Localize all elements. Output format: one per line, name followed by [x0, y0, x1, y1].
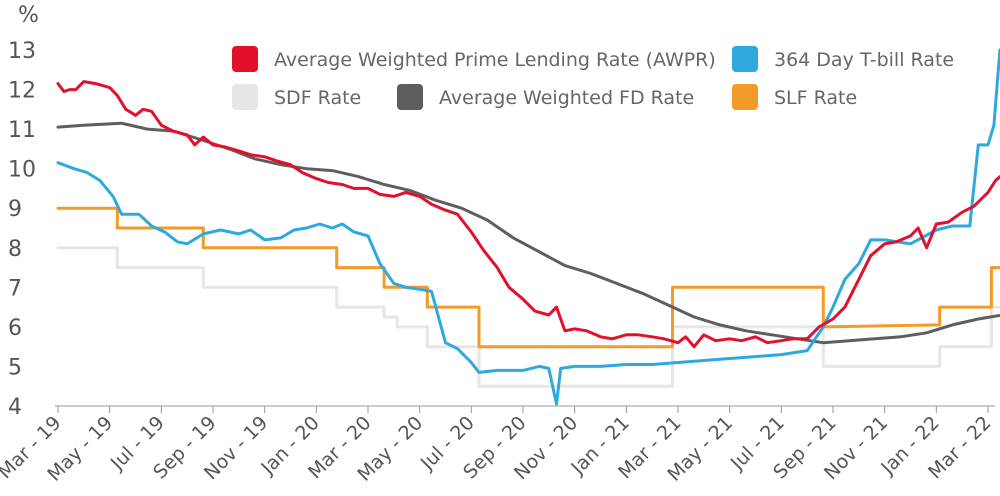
legend-swatch	[732, 46, 758, 72]
legend-label: 364 Day T-bill Rate	[774, 49, 954, 71]
series-line-average-weighted-fd-rate	[56, 121, 1000, 345]
y-tick-label: 10	[8, 158, 36, 183]
series-line-slf-rate	[56, 206, 1000, 349]
legend-item-sdf-rate: SDF Rate	[232, 84, 361, 110]
y-tick-label: 5	[8, 355, 22, 380]
y-tick-label: 7	[8, 276, 22, 301]
legend-swatch	[732, 84, 758, 110]
y-tick-label: 9	[8, 197, 22, 222]
legend-label: SDF Rate	[274, 87, 361, 109]
legend-item-average-weighted-prime-lending-rate-awpr: Average Weighted Prime Lending Rate (AWP…	[232, 46, 716, 72]
series-line-average-weighted-prime-lending-rate-awpr	[56, 80, 1000, 349]
y-tick-label: 4	[8, 395, 22, 420]
y-tick-label: 8	[8, 237, 22, 262]
y-axis-unit-label: %	[18, 3, 39, 28]
legend-swatch	[232, 84, 258, 110]
legend-label: Average Weighted FD Rate	[439, 87, 694, 109]
legend-item-average-weighted-fd-rate: Average Weighted FD Rate	[397, 84, 694, 110]
series-line-sdf-rate	[56, 246, 1000, 388]
legend-swatch	[232, 46, 258, 72]
y-tick-label: 11	[8, 118, 36, 143]
y-tick-label: 6	[8, 316, 22, 341]
legend-label: SLF Rate	[774, 87, 857, 109]
legend-item-364-day-t-bill-rate: 364 Day T-bill Rate	[732, 46, 954, 72]
legend-label: Average Weighted Prime Lending Rate (AWP…	[274, 49, 716, 71]
y-axis-ticks: 4 5 6 7 8 9 10 11 12 13	[8, 39, 36, 420]
legend-item-slf-rate: SLF Rate	[732, 84, 857, 110]
y-tick-label: 12	[8, 79, 36, 104]
series-line-364-day-t-bill-rate	[56, 48, 1000, 406]
y-tick-label: 13	[8, 39, 36, 64]
legend: Average Weighted Prime Lending Rate (AWP…	[232, 46, 954, 110]
legend-swatch	[397, 84, 423, 110]
series-lines	[56, 48, 1000, 406]
